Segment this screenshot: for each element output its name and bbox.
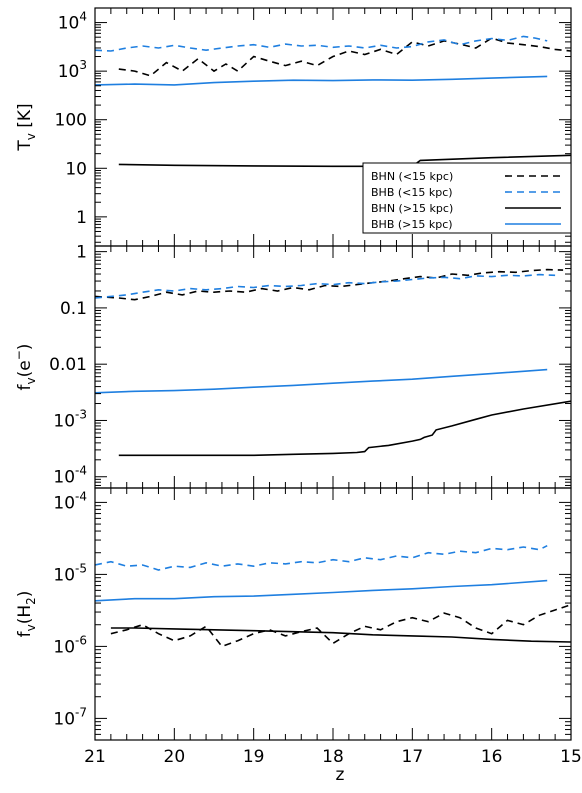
x-axis-label: z <box>336 765 345 785</box>
legend: BHN (<15 kpc) BHB (<15 kpc) BHN (>15 kpc) B… <box>362 162 572 234</box>
y-tick-label: 100 <box>55 111 87 131</box>
panels-layer: 1 10 100 103 104 Tv [K] BHN (<15 kpc) BHB (<15 … <box>12 7 582 767</box>
series-line-bhn-in <box>95 268 564 301</box>
panel-1-series <box>95 35 571 168</box>
x-tick-label: 21 <box>84 747 106 767</box>
y-axis-label: fv(e−) <box>12 344 38 391</box>
y-ticks <box>95 22 571 243</box>
y-tick-label: 1 <box>76 243 87 263</box>
y-tick-label: 10-7 <box>53 705 87 729</box>
x-tick-label: 20 <box>164 747 186 767</box>
y-tick-label: 10 <box>65 159 87 179</box>
panel-frame <box>94 487 572 741</box>
legend-label: BHB (<15 kpc) <box>371 186 453 199</box>
legend-box <box>362 162 572 234</box>
x-tick-label: 18 <box>322 747 344 767</box>
y-tick-label: 10-5 <box>53 561 87 585</box>
legend-label: BHN (<15 kpc) <box>371 170 453 183</box>
x-ticks <box>94 246 572 488</box>
y-ticks <box>95 251 571 486</box>
series-line-bhb-in <box>95 35 548 52</box>
y-tick-label: 103 <box>58 58 87 82</box>
y-axis-label: Tv [K] <box>15 103 38 151</box>
legend-label: BHB (>15 kpc) <box>371 218 453 231</box>
x-tick-label: 16 <box>481 747 503 767</box>
y-tick-label: 10-4 <box>53 489 87 513</box>
series-line-bhn-in <box>118 37 571 77</box>
panel-3: 10-7 10-6 10-5 10-4 fv(H2) <box>15 487 572 741</box>
panel-1: 1 10 100 103 104 Tv [K] BHN (<15 kpc) BHB (<15 … <box>15 7 572 247</box>
panel-2: 10-4 10-3 0.01 0.1 1 fv(e−) <box>12 243 572 489</box>
y-tick-label: 104 <box>58 10 87 34</box>
x-tick-labels: 21 20 19 18 17 16 15 <box>84 747 582 767</box>
series-line-bhb-in <box>95 544 548 571</box>
series-line-bhb-out <box>95 368 548 394</box>
series-line-bhb-out <box>95 75 548 86</box>
panel-2-series <box>95 268 571 457</box>
series-line-bhb-in <box>95 273 556 299</box>
y-tick-label: 0.1 <box>60 299 87 319</box>
series-line-bhb-out <box>95 579 548 602</box>
y-tick-label: 10-3 <box>53 407 87 431</box>
x-tick-label: 19 <box>243 747 265 767</box>
series-line-bhn-out <box>110 627 571 643</box>
panel-3-series <box>95 544 571 648</box>
x-tick-label: 15 <box>560 747 582 767</box>
y-tick-label: 10-6 <box>53 633 87 657</box>
y-axis-label: fv(H2) <box>15 591 38 638</box>
series-line-bhn-out <box>118 400 571 457</box>
x-ticks <box>94 488 572 740</box>
y-ticks <box>95 501 571 735</box>
y-tick-label: 10-4 <box>53 464 87 488</box>
panel-frame <box>94 245 572 489</box>
x-ticks <box>94 8 572 246</box>
x-tick-label: 17 <box>402 747 424 767</box>
legend-label: BHN (>15 kpc) <box>371 202 453 215</box>
y-tick-label: 1 <box>76 208 87 228</box>
y-tick-label: 0.01 <box>49 355 87 375</box>
